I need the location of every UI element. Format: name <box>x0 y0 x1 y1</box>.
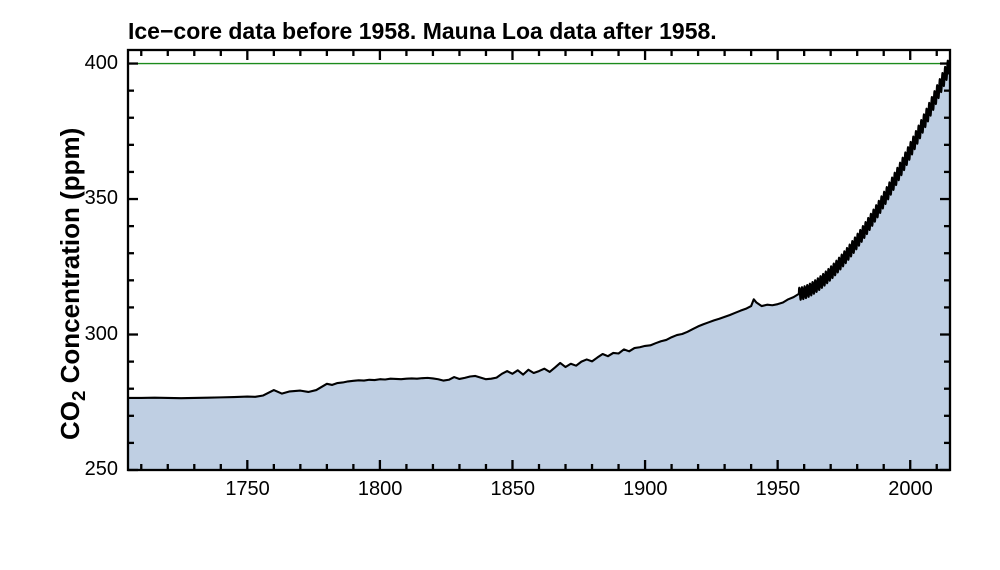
co2-chart: Ice−core data before 1958. Mauna Loa dat… <box>0 0 1000 570</box>
y-tick-label: 300 <box>85 323 118 346</box>
y-axis-label: CO2 Concentration (ppm) <box>55 128 86 440</box>
x-tick-label: 1800 <box>358 478 403 501</box>
area-fill <box>128 60 950 470</box>
x-tick-label: 1750 <box>225 478 270 501</box>
x-tick-label: 2000 <box>888 478 933 501</box>
y-tick-label: 350 <box>85 187 118 210</box>
y-tick-label: 250 <box>85 458 118 481</box>
x-tick-label: 1950 <box>756 478 801 501</box>
y-tick-label: 400 <box>85 52 118 75</box>
x-tick-label: 1850 <box>490 478 535 501</box>
x-tick-label: 1900 <box>623 478 668 501</box>
chart-title: Ice−core data before 1958. Mauna Loa dat… <box>128 18 717 45</box>
